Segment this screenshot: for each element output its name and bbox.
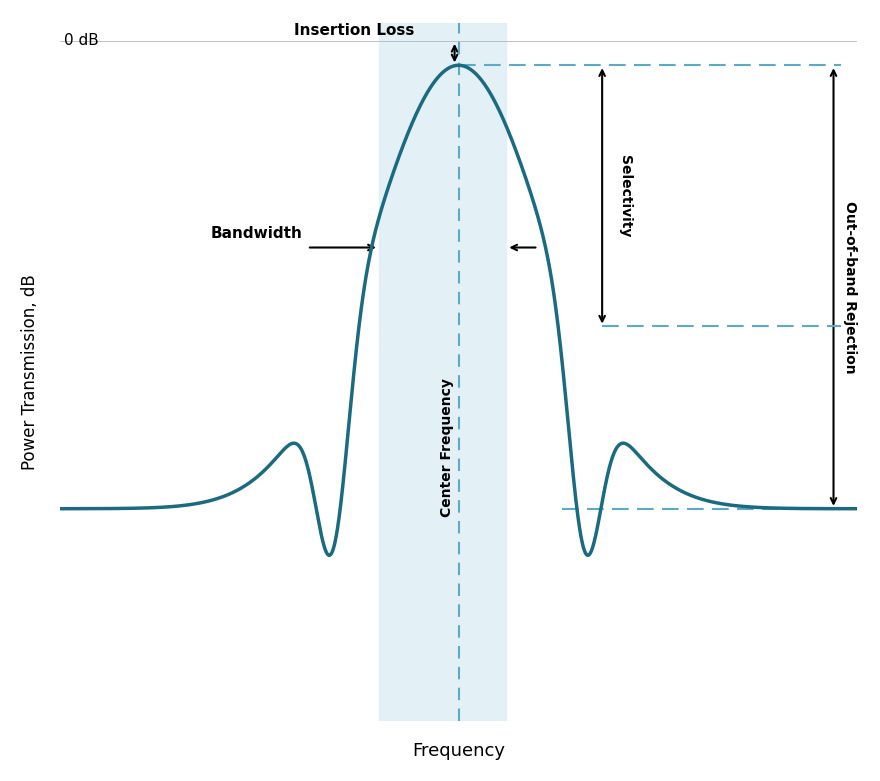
Text: Out-of-band Rejection: Out-of-band Rejection — [843, 201, 857, 373]
Text: Center Frequency: Center Frequency — [440, 379, 453, 518]
Text: Selectivity: Selectivity — [618, 155, 632, 237]
Bar — [378, 23, 506, 722]
Text: Bandwidth: Bandwidth — [211, 226, 303, 241]
Text: Insertion Loss: Insertion Loss — [294, 23, 414, 38]
Text: 0 dB: 0 dB — [63, 34, 99, 48]
Y-axis label: Power Transmission, dB: Power Transmission, dB — [21, 274, 39, 470]
X-axis label: Frequency: Frequency — [412, 742, 505, 760]
